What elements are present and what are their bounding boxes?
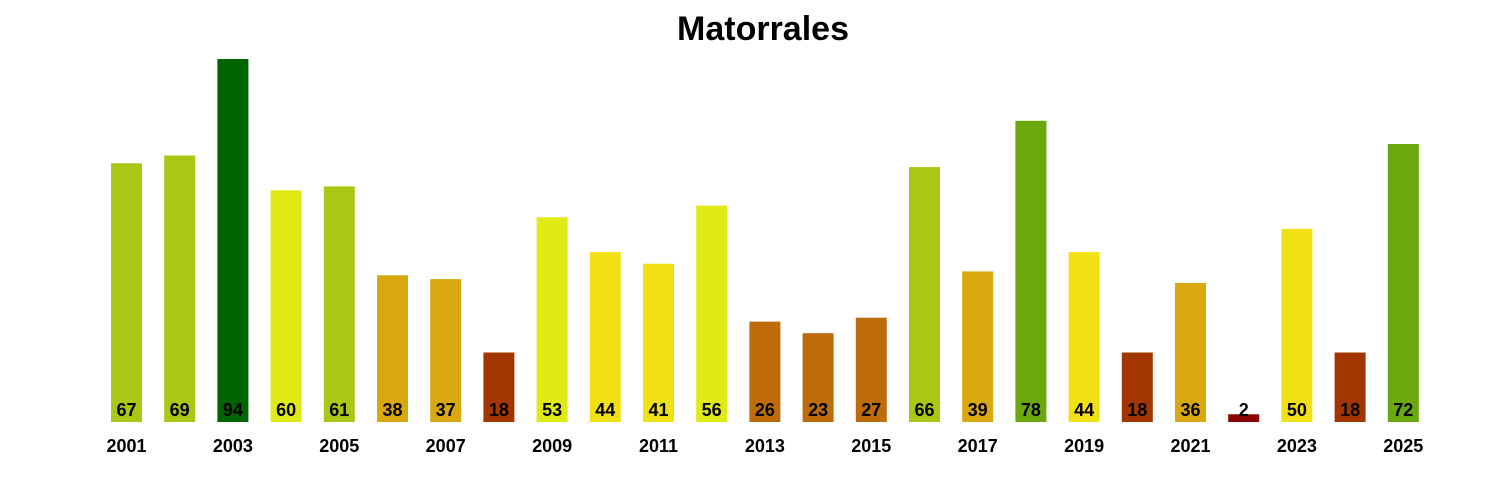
bar-2021 [1175, 283, 1206, 422]
x-tick-label-2023: 2023 [1277, 436, 1317, 456]
data-label-2019: 44 [1074, 400, 1094, 420]
data-label-2016: 66 [914, 400, 934, 420]
bar-2009 [536, 217, 568, 422]
data-label-2025: 72 [1393, 400, 1413, 420]
bar-2015 [855, 317, 887, 422]
data-label-2003: 94 [223, 400, 243, 420]
x-tick-label-2015: 2015 [851, 436, 891, 456]
bar-2024 [1334, 352, 1366, 422]
x-tick-label-2011: 2011 [639, 436, 678, 456]
x-tick-label-2007: 2007 [426, 436, 466, 456]
x-tick-label-2001: 2001 [106, 436, 146, 456]
data-label-2018: 78 [1021, 400, 1041, 420]
data-label-2022: 2 [1239, 400, 1249, 420]
bar-2006 [377, 275, 408, 422]
bar-2017 [962, 271, 994, 422]
x-tick-label-2005: 2005 [319, 436, 359, 456]
data-label-2001: 67 [116, 400, 136, 420]
data-label-2015: 27 [861, 400, 881, 420]
bar-2014 [802, 333, 834, 422]
data-label-2021: 36 [1180, 400, 1200, 420]
data-label-2024: 18 [1340, 400, 1360, 420]
bar-2004 [270, 190, 302, 422]
bar-2022 [1228, 414, 1260, 422]
bar-2025 [1387, 144, 1419, 422]
bar-2001 [111, 163, 142, 423]
x-tick-label-2019: 2019 [1064, 436, 1104, 456]
data-label-2010: 44 [595, 400, 615, 420]
bar-2012 [696, 205, 728, 422]
x-tick-label-2017: 2017 [958, 436, 998, 456]
data-label-2005: 61 [329, 400, 349, 420]
chart-title: Matorrales [677, 10, 849, 48]
data-label-2004: 60 [276, 400, 296, 420]
bar-2023 [1281, 228, 1313, 422]
x-tick-label-2025: 2025 [1383, 436, 1423, 456]
x-tick-label-2003: 2003 [213, 436, 253, 456]
data-label-2013: 26 [755, 400, 775, 420]
bar-2011 [643, 263, 674, 422]
data-label-2020: 18 [1127, 400, 1147, 420]
data-label-2014: 23 [808, 400, 828, 420]
bar-2013 [749, 321, 781, 422]
data-label-2011: 41 [648, 400, 668, 420]
data-label-2002: 69 [170, 400, 190, 420]
data-label-2007: 37 [436, 400, 456, 420]
x-tick-label-2021: 2021 [1170, 436, 1210, 456]
data-label-2017: 39 [968, 400, 988, 420]
x-tick-label-2009: 2009 [532, 436, 572, 456]
bar-2002 [164, 155, 196, 422]
data-label-2006: 38 [382, 400, 402, 420]
bar-2010 [589, 252, 621, 422]
bar-2003 [217, 59, 249, 422]
bar-2020 [1121, 352, 1153, 422]
bar-2019 [1068, 252, 1100, 422]
bar-2008 [483, 352, 515, 422]
data-label-2008: 18 [489, 400, 509, 420]
x-tick-label-2013: 2013 [745, 436, 785, 456]
bar-2018 [1015, 120, 1047, 423]
data-label-2012: 56 [702, 400, 722, 420]
bar-2007 [430, 279, 462, 422]
data-label-2023: 50 [1287, 400, 1307, 420]
bar-2016 [909, 167, 940, 422]
data-label-2009: 53 [542, 400, 562, 420]
bar-2005 [323, 186, 355, 422]
